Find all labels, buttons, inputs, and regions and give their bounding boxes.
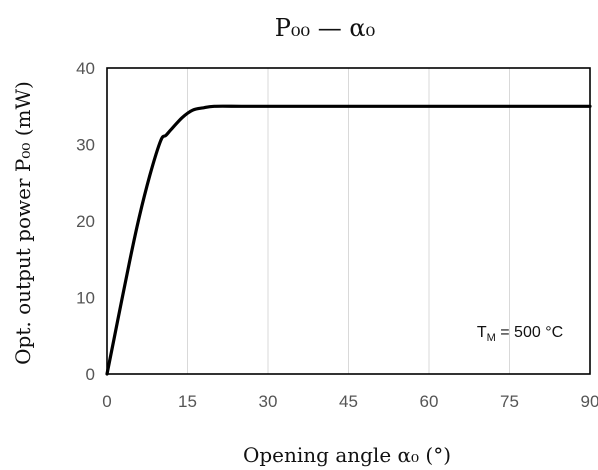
- y-tick-label: 30: [76, 136, 95, 155]
- x-tick-label: 75: [500, 392, 519, 411]
- x-tick-label: 90: [581, 392, 598, 411]
- plot-frame: [106, 67, 591, 375]
- gridlines: [187, 68, 510, 374]
- chart-title: P₀₀ — α₀: [275, 14, 375, 42]
- x-tick-label: 0: [102, 392, 111, 411]
- series-line: [105, 104, 592, 376]
- x-tick-label: 60: [420, 392, 439, 411]
- x-axis-label: Opening angle α₀ (°): [243, 443, 451, 467]
- y-tick-label: 10: [76, 289, 95, 308]
- tick-labels: 0 15 30 45 60 75 90 0 10 20 30 40: [76, 59, 598, 411]
- y-tick-label: 0: [86, 365, 95, 384]
- temperature-annotation: TM = 500 °C: [477, 324, 563, 344]
- y-axis-label: Opt. output power P₀₀ (mW): [11, 81, 35, 365]
- y-tick-label: 20: [76, 212, 95, 231]
- x-tick-label: 30: [259, 392, 278, 411]
- x-tick-label: 15: [178, 392, 197, 411]
- y-tick-label: 40: [76, 59, 95, 78]
- series-layer: [105, 104, 592, 376]
- x-tick-label: 45: [339, 392, 358, 411]
